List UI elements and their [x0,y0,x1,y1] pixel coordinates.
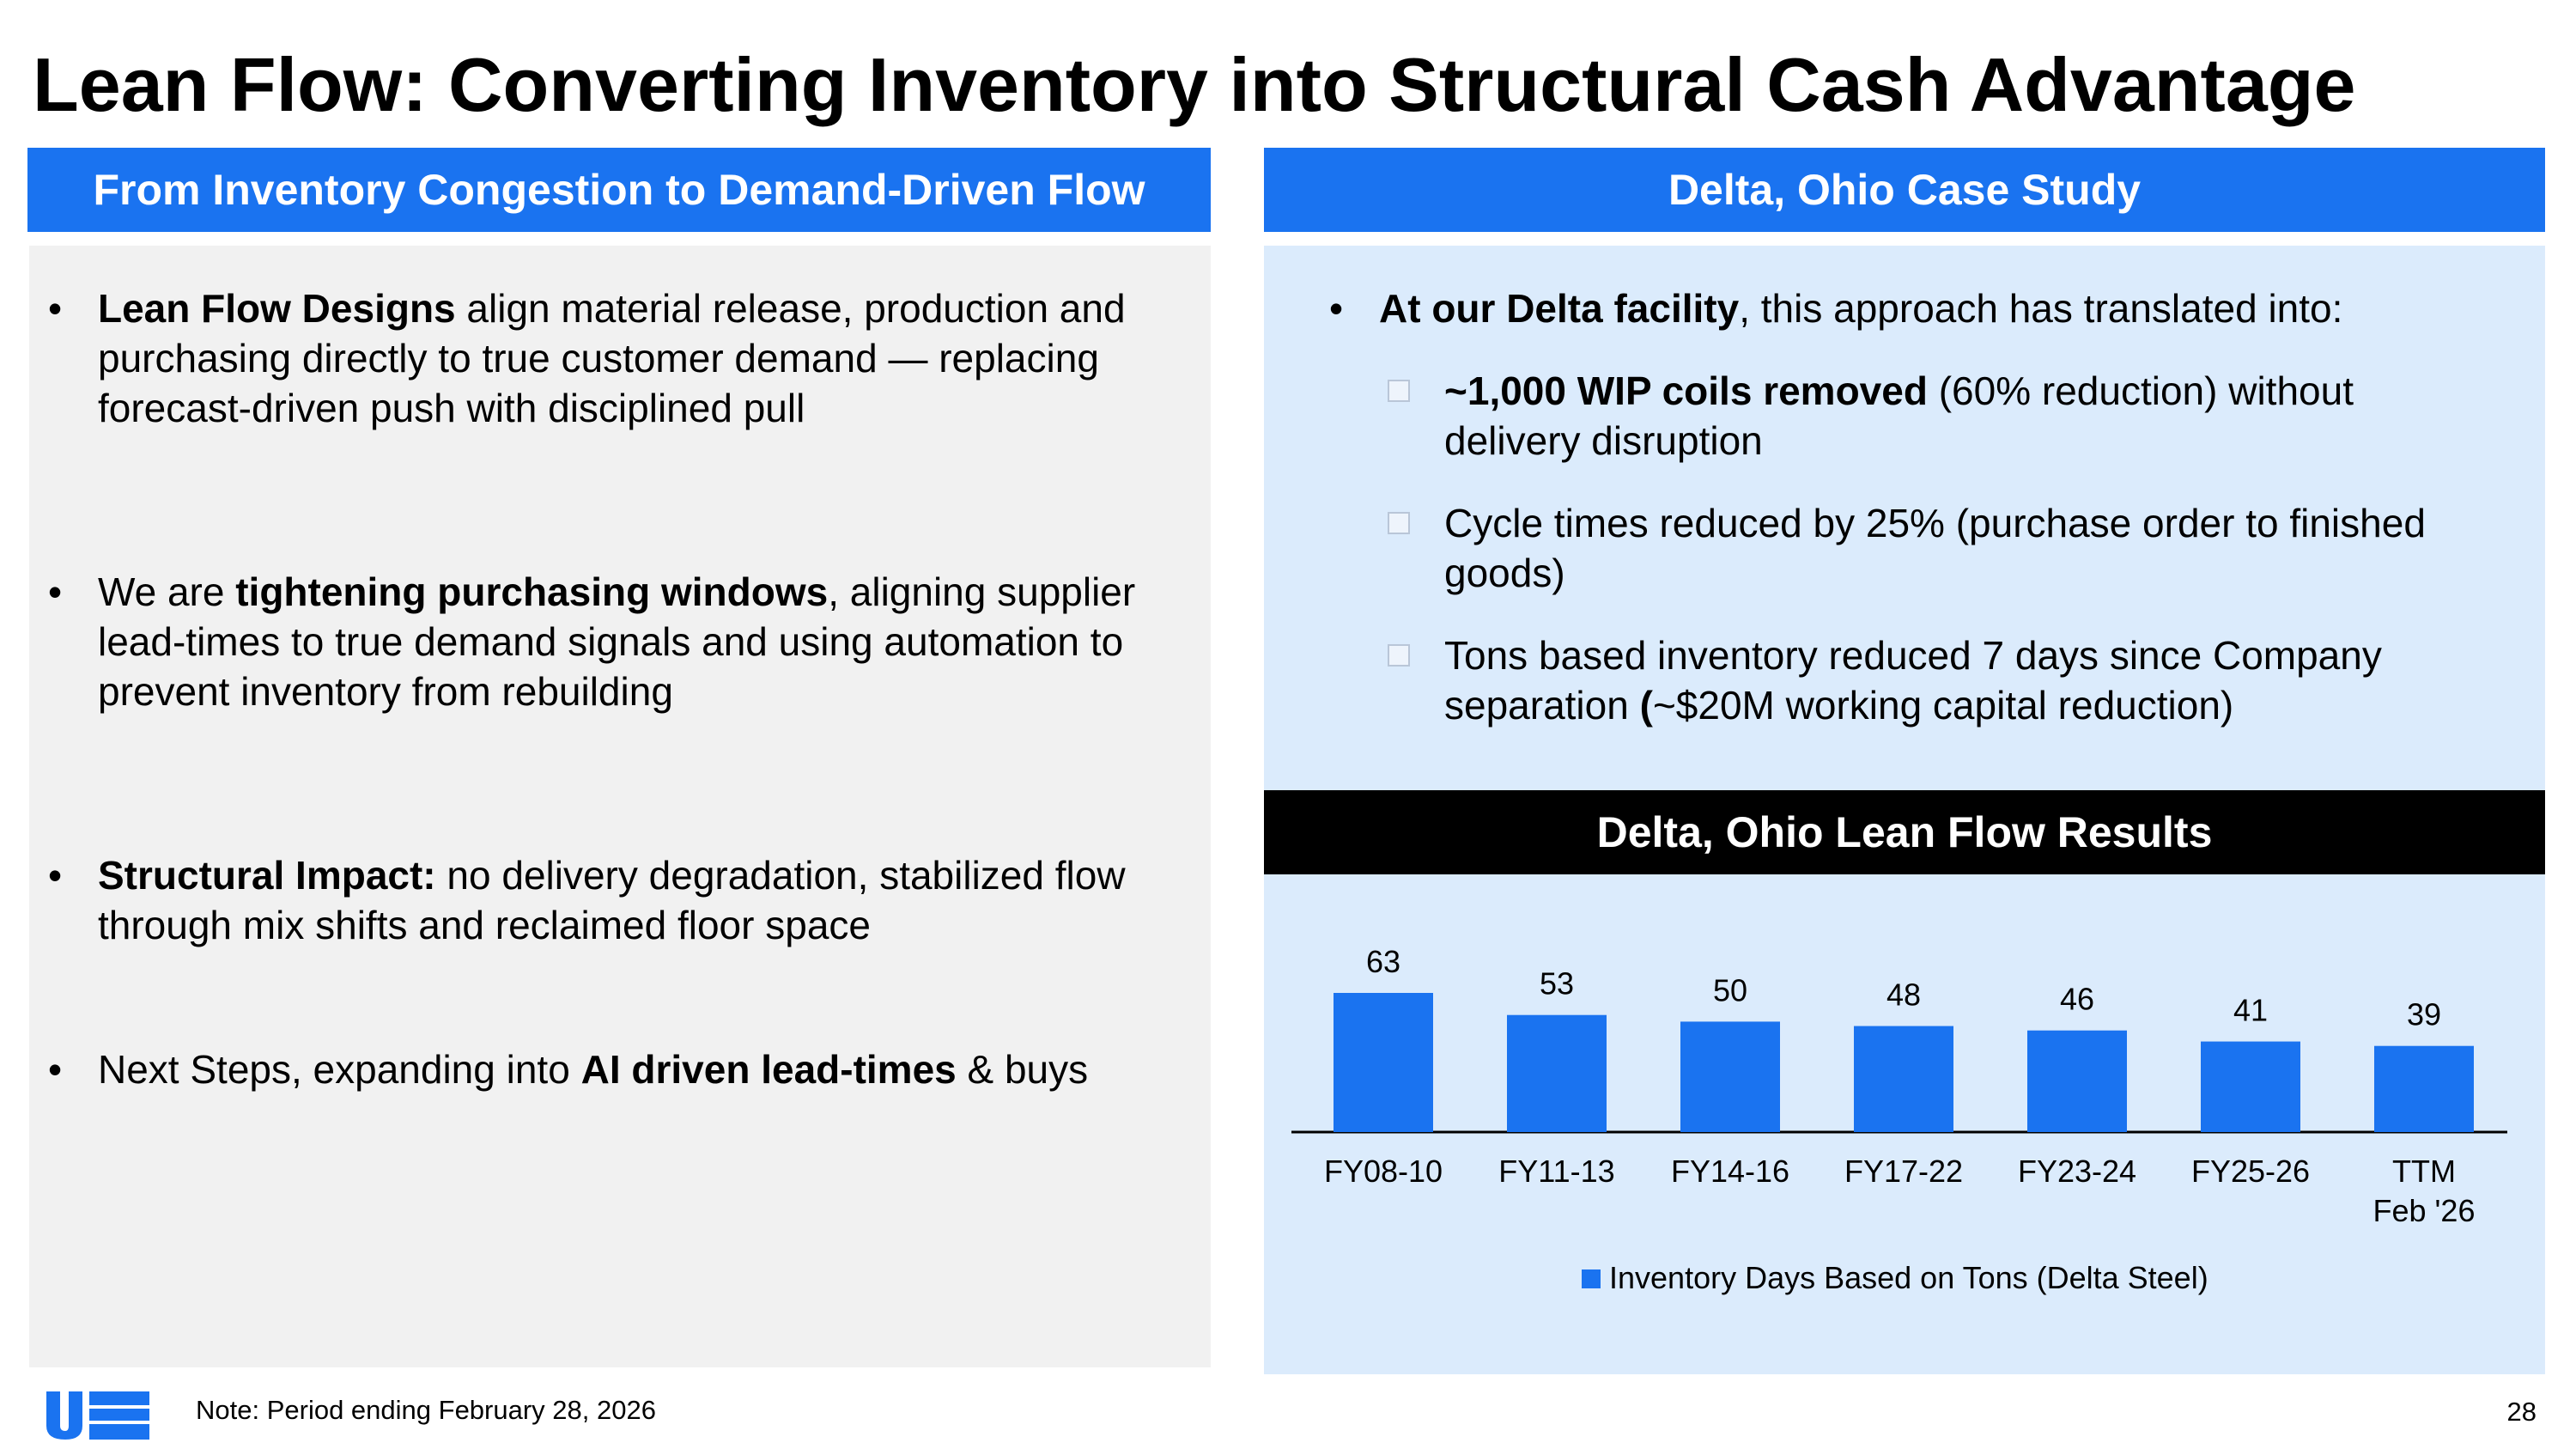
chart-bar [1507,1014,1607,1132]
x-tick-label: FY11-13 [1498,1154,1614,1189]
legend-label: Inventory Days Based on Tons (Delta Stee… [1609,1260,2208,1295]
case-study-subbullet: ~1,000 WIP coils removed (60% reduction)… [1388,366,2449,466]
us-logo-icon [46,1391,149,1440]
x-tick-label: TTM [2392,1154,2456,1189]
chart-bar [1680,1021,1780,1132]
bar-value-label: 41 [2233,993,2268,1028]
legend-swatch [1582,1269,1601,1288]
x-tick-label: FY17-22 [1844,1154,1963,1189]
bullet-dot-icon: • [1329,286,1344,331]
left-section-header: From Inventory Congestion to Demand-Driv… [27,148,1211,232]
chart-bar [2027,1030,2127,1132]
bar-value-label: 46 [2060,982,2094,1017]
left-panel: • Lean Flow Designs align material relea… [29,246,1211,1367]
checkbox-square-icon [1388,512,1410,534]
bar-value-label: 53 [1540,966,1574,1002]
right-panel: • At our Delta facility, this approach h… [1264,246,2545,1374]
case-study-subbullet: Tons based inventory reduced 7 days sinc… [1388,630,2449,730]
inventory-days-chart: 63 FY08-10 53 FY11-13 50 FY14-16 48 FY17-22 46 FY… [1291,944,2507,1295]
page-title: Lean Flow: Converting Inventory into Str… [33,42,2356,127]
chart-bar [1854,1026,1953,1132]
bar-value-label: 48 [1886,977,1921,1013]
bar-value-label: 50 [1713,972,1747,1008]
x-tick-label: FY23-24 [2018,1154,2136,1189]
chart-bar [1334,993,1433,1132]
bar-value-label: 63 [1366,944,1400,979]
footnote: Note: Period ending February 28, 2026 [196,1395,656,1425]
bar-value-label: 39 [2407,997,2441,1032]
checkbox-square-icon [1388,644,1410,667]
bullet-dot-icon: • [48,569,63,614]
bullet-dot-icon: • [48,853,63,898]
right-section-header: Delta, Ohio Case Study [1264,148,2545,232]
x-tick-label: FY25-26 [2191,1154,2310,1189]
chart-bar [2374,1045,2474,1132]
bullet-dot-icon: • [48,1047,63,1092]
case-study-subbullet: Cycle times reduced by 25% (purchase ord… [1388,498,2449,598]
page-number: 28 [2506,1397,2537,1427]
x-tick-label: FY14-16 [1671,1154,1789,1189]
chart-bar [2201,1041,2300,1132]
x-tick-label: FY08-10 [1324,1154,1443,1189]
x-tick-label: Feb '26 [2373,1193,2476,1228]
results-header: Delta, Ohio Lean Flow Results [1264,790,2545,874]
bullet-dot-icon: • [48,286,63,331]
checkbox-square-icon [1388,380,1410,402]
